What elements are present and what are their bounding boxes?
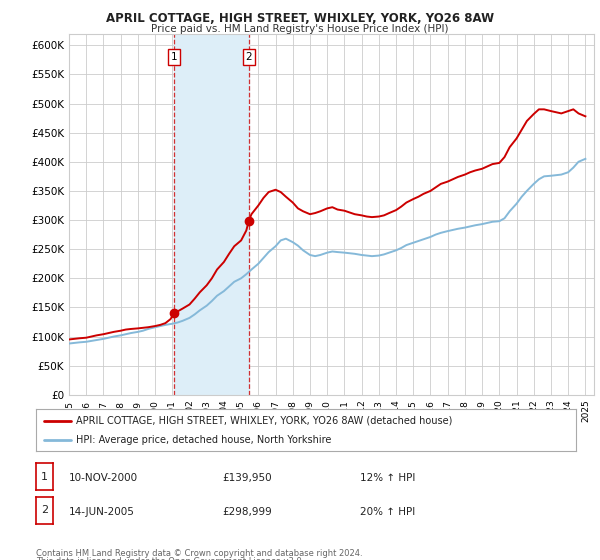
Text: 12% ↑ HPI: 12% ↑ HPI — [360, 473, 415, 483]
Text: 2: 2 — [245, 52, 252, 62]
Text: APRIL COTTAGE, HIGH STREET, WHIXLEY, YORK, YO26 8AW: APRIL COTTAGE, HIGH STREET, WHIXLEY, YOR… — [106, 12, 494, 25]
Text: 20% ↑ HPI: 20% ↑ HPI — [360, 506, 415, 516]
Text: This data is licensed under the Open Government Licence v3.0.: This data is licensed under the Open Gov… — [36, 557, 304, 560]
Text: 1: 1 — [41, 472, 48, 482]
Text: £298,999: £298,999 — [222, 506, 272, 516]
Text: 10-NOV-2000: 10-NOV-2000 — [69, 473, 138, 483]
Text: Contains HM Land Registry data © Crown copyright and database right 2024.: Contains HM Land Registry data © Crown c… — [36, 549, 362, 558]
Text: 1: 1 — [170, 52, 178, 62]
Text: £139,950: £139,950 — [222, 473, 272, 483]
Text: HPI: Average price, detached house, North Yorkshire: HPI: Average price, detached house, Nort… — [77, 435, 332, 445]
Text: Price paid vs. HM Land Registry's House Price Index (HPI): Price paid vs. HM Land Registry's House … — [151, 24, 449, 34]
Bar — [174, 34, 249, 395]
Text: 14-JUN-2005: 14-JUN-2005 — [69, 506, 135, 516]
Text: APRIL COTTAGE, HIGH STREET, WHIXLEY, YORK, YO26 8AW (detached house): APRIL COTTAGE, HIGH STREET, WHIXLEY, YOR… — [77, 416, 453, 426]
Text: 2: 2 — [41, 505, 48, 515]
